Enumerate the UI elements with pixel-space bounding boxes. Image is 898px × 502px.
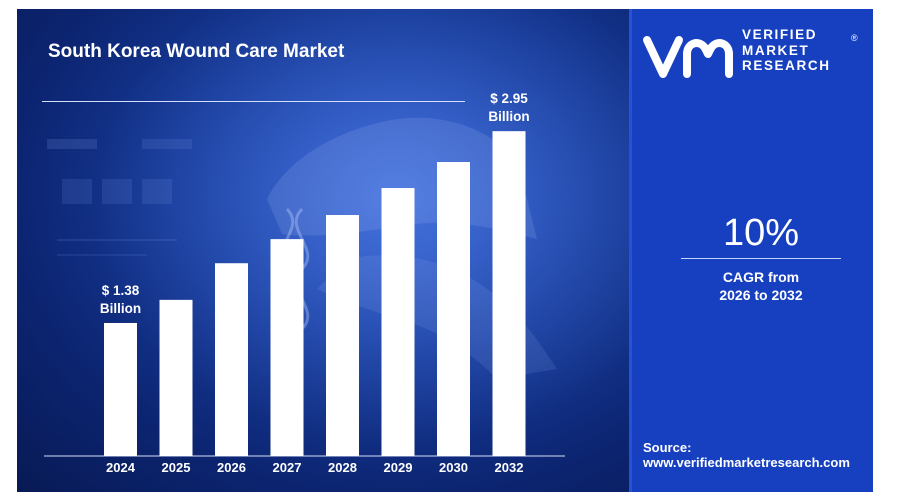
- bar-chart: 2024 2025 2026 2027 2028 2029 2030 2032 $ 1.38 Bi…: [44, 91, 565, 475]
- data-label-2032-line-2: Billion: [488, 109, 529, 124]
- x-tick-label-2029: 2029: [384, 460, 413, 475]
- data-label-2032-line-1: $ 2.95: [490, 91, 528, 106]
- bar-2025: [159, 299, 193, 456]
- source-url[interactable]: www.verifiedmarketresearch.com: [643, 455, 850, 470]
- x-tick-label-2025: 2025: [162, 460, 191, 475]
- brand-line-2: MARKET: [742, 42, 810, 58]
- x-tick-label-2024: 2024: [106, 460, 136, 475]
- chart-panel: South Korea Wound Care Market 2024 2025 20…: [17, 9, 632, 492]
- bar-2026: [215, 263, 248, 456]
- cagr-label-line-1: CAGR from: [722, 269, 800, 285]
- data-label-2024-line-1: $ 1.38: [102, 283, 140, 298]
- panel-divider: [629, 9, 632, 492]
- bar-2029: [381, 188, 415, 457]
- bar-2030: [437, 162, 470, 456]
- registered-mark: ®: [851, 33, 858, 43]
- infographic-frame: South Korea Wound Care Market 2024 2025 20…: [17, 9, 873, 492]
- data-label-2024-line-2: Billion: [100, 301, 141, 316]
- bar-2027: [270, 239, 304, 456]
- x-tick-label-2032: 2032: [495, 460, 524, 475]
- brand-line-3: RESEARCH: [742, 58, 831, 73]
- x-tick-label-2026: 2026: [217, 460, 246, 475]
- cagr-label-line-2: 2026 to 2032: [719, 287, 803, 303]
- bar-2024: [104, 322, 137, 456]
- chart-title: South Korea Wound Care Market: [48, 41, 345, 62]
- cagr-label: CAGR from 2026 to 2032: [676, 268, 846, 304]
- x-tick-label-2027: 2027: [273, 460, 302, 475]
- x-tick-label-2030: 2030: [439, 460, 468, 475]
- cagr-divider: [681, 258, 841, 259]
- brand-name: VERIFIED MARKET RESEARCH: [742, 27, 831, 74]
- source-label: Source:: [643, 440, 692, 455]
- summary-panel: [632, 9, 873, 492]
- brand-line-1: VERIFIED: [742, 27, 818, 42]
- x-tick-label-2028: 2028: [328, 460, 357, 475]
- bar-2032: [492, 131, 526, 456]
- vmr-logo-icon: [643, 36, 733, 78]
- bar-2028: [326, 215, 359, 456]
- cagr-value: 10%: [722, 212, 800, 254]
- title-underline: [42, 101, 465, 102]
